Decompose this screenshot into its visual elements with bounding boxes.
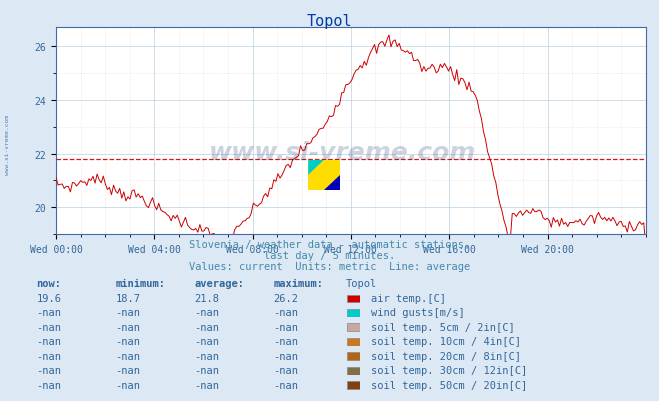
Text: 18.7: 18.7 (115, 293, 140, 303)
Text: -nan: -nan (273, 365, 299, 375)
Text: -nan: -nan (36, 308, 61, 318)
Text: now:: now: (36, 279, 61, 289)
Text: 26.2: 26.2 (273, 293, 299, 303)
Text: -nan: -nan (115, 380, 140, 390)
Polygon shape (308, 160, 324, 175)
Text: -nan: -nan (36, 351, 61, 361)
Text: Slovenia / weather data - automatic stations.: Slovenia / weather data - automatic stat… (189, 240, 470, 250)
Text: www.si-vreme.com: www.si-vreme.com (209, 140, 476, 164)
Text: -nan: -nan (115, 322, 140, 332)
Text: -nan: -nan (194, 322, 219, 332)
Text: wind gusts[m/s]: wind gusts[m/s] (371, 308, 465, 318)
Text: -nan: -nan (194, 351, 219, 361)
Text: -nan: -nan (273, 322, 299, 332)
Text: -nan: -nan (115, 308, 140, 318)
Text: -nan: -nan (194, 308, 219, 318)
Text: Topol: Topol (306, 14, 353, 29)
Text: minimum:: minimum: (115, 279, 165, 289)
Text: -nan: -nan (194, 365, 219, 375)
Polygon shape (324, 175, 340, 190)
Text: -nan: -nan (273, 308, 299, 318)
Text: www.si-vreme.com: www.si-vreme.com (5, 114, 11, 174)
Polygon shape (308, 160, 340, 190)
Text: -nan: -nan (36, 336, 61, 346)
Text: -nan: -nan (273, 351, 299, 361)
Text: soil temp. 30cm / 12in[C]: soil temp. 30cm / 12in[C] (371, 365, 527, 375)
Text: soil temp. 50cm / 20in[C]: soil temp. 50cm / 20in[C] (371, 380, 527, 390)
Text: -nan: -nan (36, 322, 61, 332)
Text: -nan: -nan (273, 336, 299, 346)
Text: air temp.[C]: air temp.[C] (371, 293, 446, 303)
Text: -nan: -nan (273, 380, 299, 390)
Text: soil temp. 20cm / 8in[C]: soil temp. 20cm / 8in[C] (371, 351, 521, 361)
Text: -nan: -nan (36, 380, 61, 390)
Text: -nan: -nan (115, 365, 140, 375)
Text: -nan: -nan (194, 380, 219, 390)
Text: last day / 5 minutes.: last day / 5 minutes. (264, 251, 395, 261)
Text: soil temp. 10cm / 4in[C]: soil temp. 10cm / 4in[C] (371, 336, 521, 346)
Text: maximum:: maximum: (273, 279, 324, 289)
Text: average:: average: (194, 279, 244, 289)
Text: Values: current  Units: metric  Line: average: Values: current Units: metric Line: aver… (189, 261, 470, 271)
Text: soil temp. 5cm / 2in[C]: soil temp. 5cm / 2in[C] (371, 322, 515, 332)
Text: -nan: -nan (36, 365, 61, 375)
Text: 19.6: 19.6 (36, 293, 61, 303)
Text: 21.8: 21.8 (194, 293, 219, 303)
Text: -nan: -nan (115, 351, 140, 361)
Text: -nan: -nan (115, 336, 140, 346)
Text: Topol: Topol (346, 279, 377, 289)
Text: -nan: -nan (194, 336, 219, 346)
